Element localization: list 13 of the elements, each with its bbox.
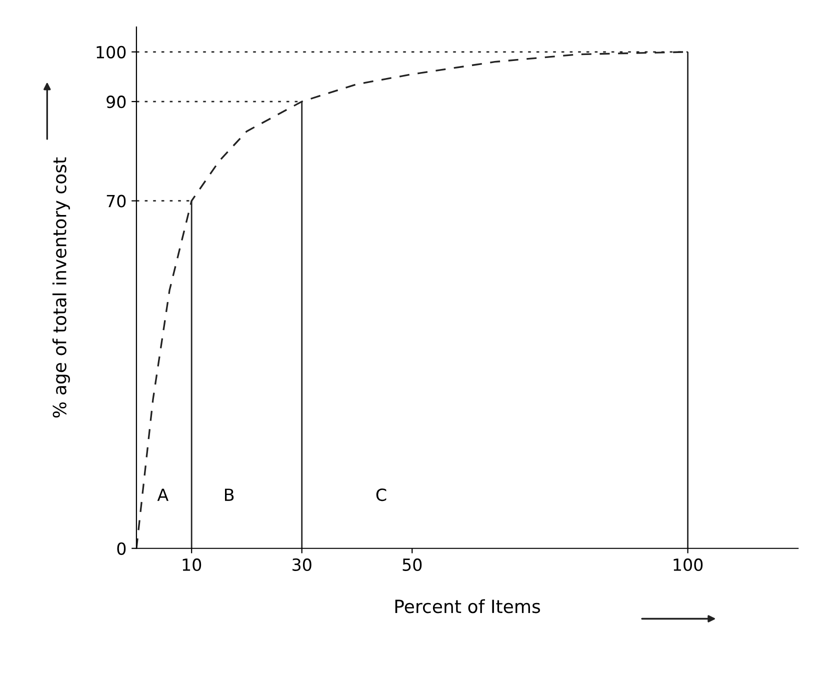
annotation: B bbox=[224, 488, 234, 501]
x-tick-label: 30 bbox=[292, 558, 312, 571]
y-tick-label: 100 bbox=[96, 46, 126, 58]
x-axis-title: Percent of Items bbox=[395, 599, 540, 614]
x-tick-label: 10 bbox=[182, 558, 202, 571]
y-tick-label: 70 bbox=[106, 194, 126, 208]
y-axis-title: % age of total inventory cost bbox=[52, 157, 70, 418]
annotation: C bbox=[376, 488, 386, 502]
annotation: A bbox=[157, 488, 168, 501]
x-tick-label: 50 bbox=[402, 558, 422, 571]
y-tick-label: 0 bbox=[117, 542, 126, 555]
x-tick-label: 100 bbox=[674, 558, 703, 571]
y-tick-label: 90 bbox=[106, 96, 126, 108]
